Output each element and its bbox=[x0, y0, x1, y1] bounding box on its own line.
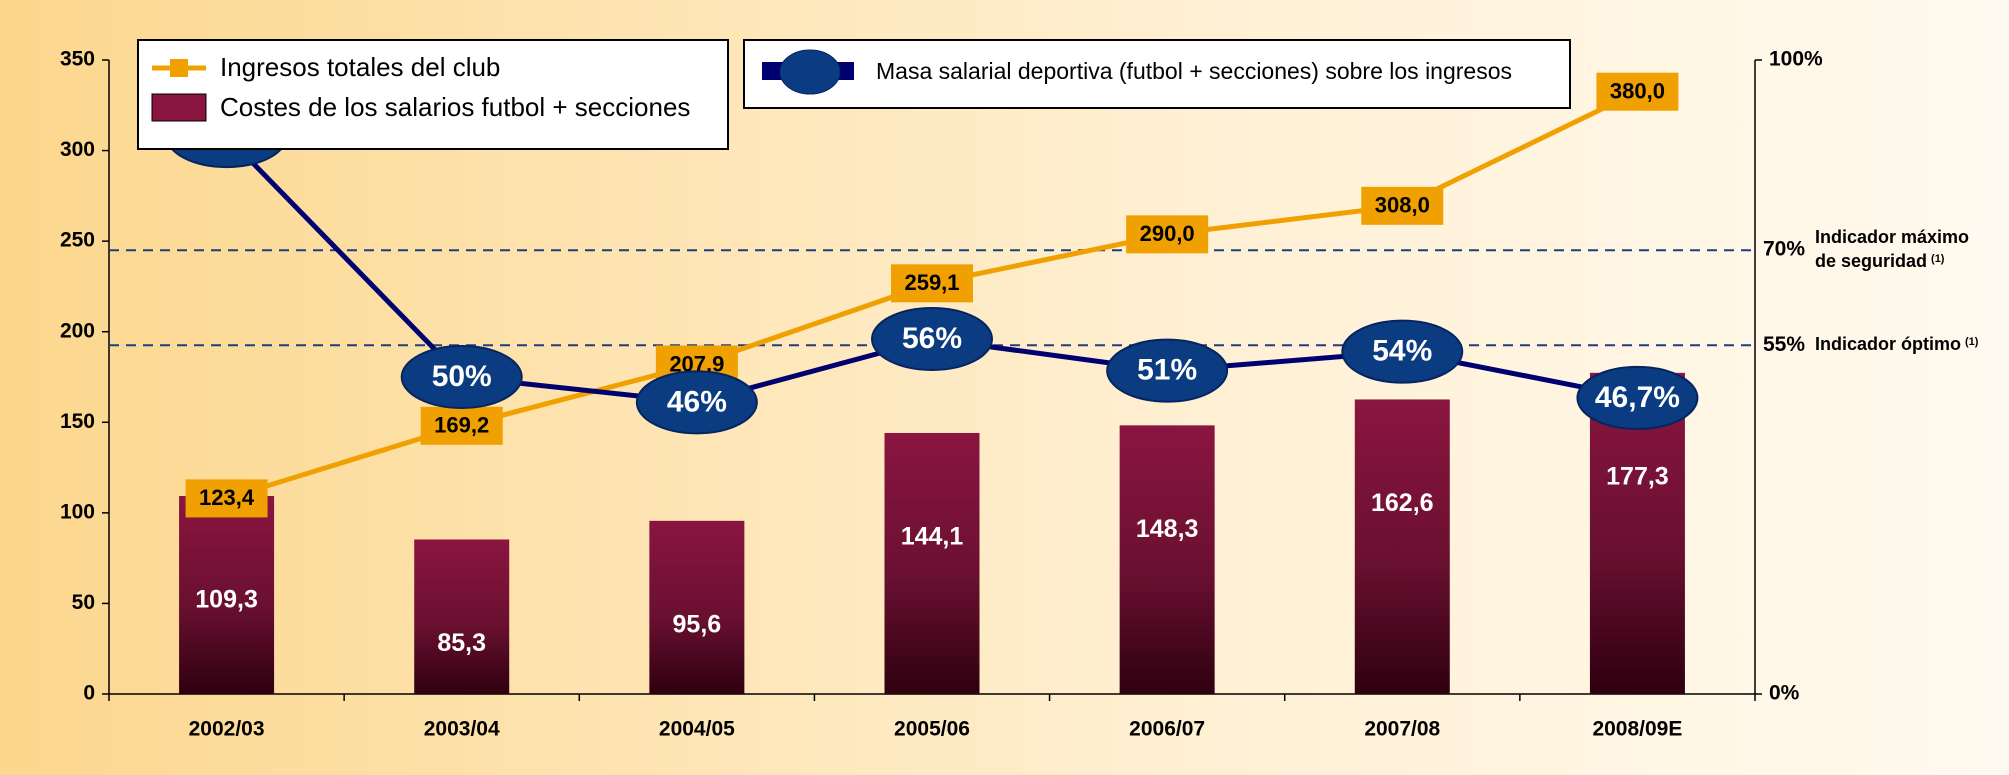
point-marker bbox=[1576, 365, 1699, 430]
point-marker bbox=[635, 370, 758, 435]
point-marker bbox=[871, 306, 993, 371]
point-value-label: 56% bbox=[902, 322, 962, 355]
bar-value-label: 85,3 bbox=[437, 629, 486, 657]
point-marker bbox=[420, 406, 503, 445]
bar-value-label: 144,1 bbox=[901, 523, 964, 551]
legend-swatch bbox=[170, 59, 188, 77]
x-tick-label: 2006/07 bbox=[1129, 718, 1205, 741]
bar bbox=[649, 520, 745, 694]
x-tick-label: 2008/09E bbox=[1592, 718, 1682, 741]
reference-note: (1) bbox=[1931, 253, 1945, 265]
bar-value-label: 109,3 bbox=[195, 586, 258, 614]
point-marker bbox=[891, 264, 973, 303]
y-tick-label: 200 bbox=[60, 319, 95, 342]
bar-value-label: 177,3 bbox=[1606, 462, 1669, 490]
point-marker bbox=[185, 479, 268, 518]
y2-tick-label: 100% bbox=[1769, 48, 1823, 71]
x-tick-label: 2003/04 bbox=[424, 718, 500, 741]
legend: Masa salarial deportiva (futbol + seccio… bbox=[743, 39, 1571, 109]
bar bbox=[884, 432, 980, 694]
legend-box bbox=[137, 39, 729, 150]
point-marker bbox=[1126, 215, 1209, 254]
reference-text: de seguridad bbox=[1815, 251, 1927, 271]
point-value-label: 51% bbox=[1137, 354, 1197, 387]
bar bbox=[414, 539, 510, 694]
legend-label: Ingresos totales del club bbox=[220, 52, 500, 82]
reference-note: (1) bbox=[1965, 336, 1979, 348]
y-tick-label: 150 bbox=[60, 410, 95, 433]
x-tick-label: 2007/08 bbox=[1364, 718, 1440, 741]
point-value-label: 46% bbox=[667, 385, 727, 418]
point-value-label: 54% bbox=[1372, 335, 1432, 368]
point-marker bbox=[1361, 186, 1444, 225]
bar bbox=[179, 496, 275, 694]
x-tick-label: 2004/05 bbox=[659, 718, 735, 741]
y-tick-label: 100 bbox=[60, 500, 95, 523]
point-value-label: 123,4 bbox=[199, 485, 255, 510]
legend-box bbox=[743, 39, 1571, 109]
reference-label: 70% bbox=[1763, 238, 1805, 261]
bar bbox=[1354, 399, 1450, 694]
legend-swatch bbox=[151, 93, 207, 122]
point-marker bbox=[1106, 338, 1229, 403]
bar-value-label: 148,3 bbox=[1136, 515, 1199, 543]
point-value-label: 259,1 bbox=[904, 270, 959, 295]
point-value-label: 169,2 bbox=[434, 413, 489, 438]
point-value-label: 50% bbox=[432, 360, 492, 393]
point-value-label: 380,0 bbox=[1610, 79, 1665, 104]
y-tick-label: 50 bbox=[72, 591, 95, 614]
bar bbox=[1119, 425, 1215, 694]
y2-tick-label: 0% bbox=[1769, 682, 1800, 705]
y-tick-label: 0 bbox=[83, 682, 95, 705]
point-marker bbox=[1341, 319, 1464, 384]
point-value-label: 46,7% bbox=[1595, 381, 1680, 414]
bar-value-label: 162,6 bbox=[1371, 489, 1434, 517]
reference-text: Indicador máximo bbox=[1815, 227, 1969, 247]
y-tick-label: 350 bbox=[60, 48, 95, 71]
reference-label: 55% bbox=[1763, 333, 1805, 356]
bar-value-label: 95,6 bbox=[673, 610, 722, 638]
y-tick-label: 250 bbox=[60, 229, 95, 252]
x-tick-label: 2002/03 bbox=[189, 718, 265, 741]
point-value-label: 308,0 bbox=[1375, 193, 1430, 218]
y-tick-label: 300 bbox=[60, 138, 95, 161]
legend-label: Masa salarial deportiva (futbol + seccio… bbox=[876, 58, 1512, 84]
legend-label: Costes de los salarios futbol + seccione… bbox=[220, 92, 690, 122]
point-value-label: 290,0 bbox=[1140, 221, 1195, 246]
legend: Costes de los salarios futbol + seccione… bbox=[137, 39, 729, 150]
x-tick-label: 2005/06 bbox=[894, 718, 970, 741]
point-marker bbox=[400, 345, 523, 409]
legend-swatch bbox=[779, 49, 841, 95]
reference-text: Indicador óptimo bbox=[1815, 334, 1961, 354]
point-marker bbox=[1596, 72, 1679, 111]
